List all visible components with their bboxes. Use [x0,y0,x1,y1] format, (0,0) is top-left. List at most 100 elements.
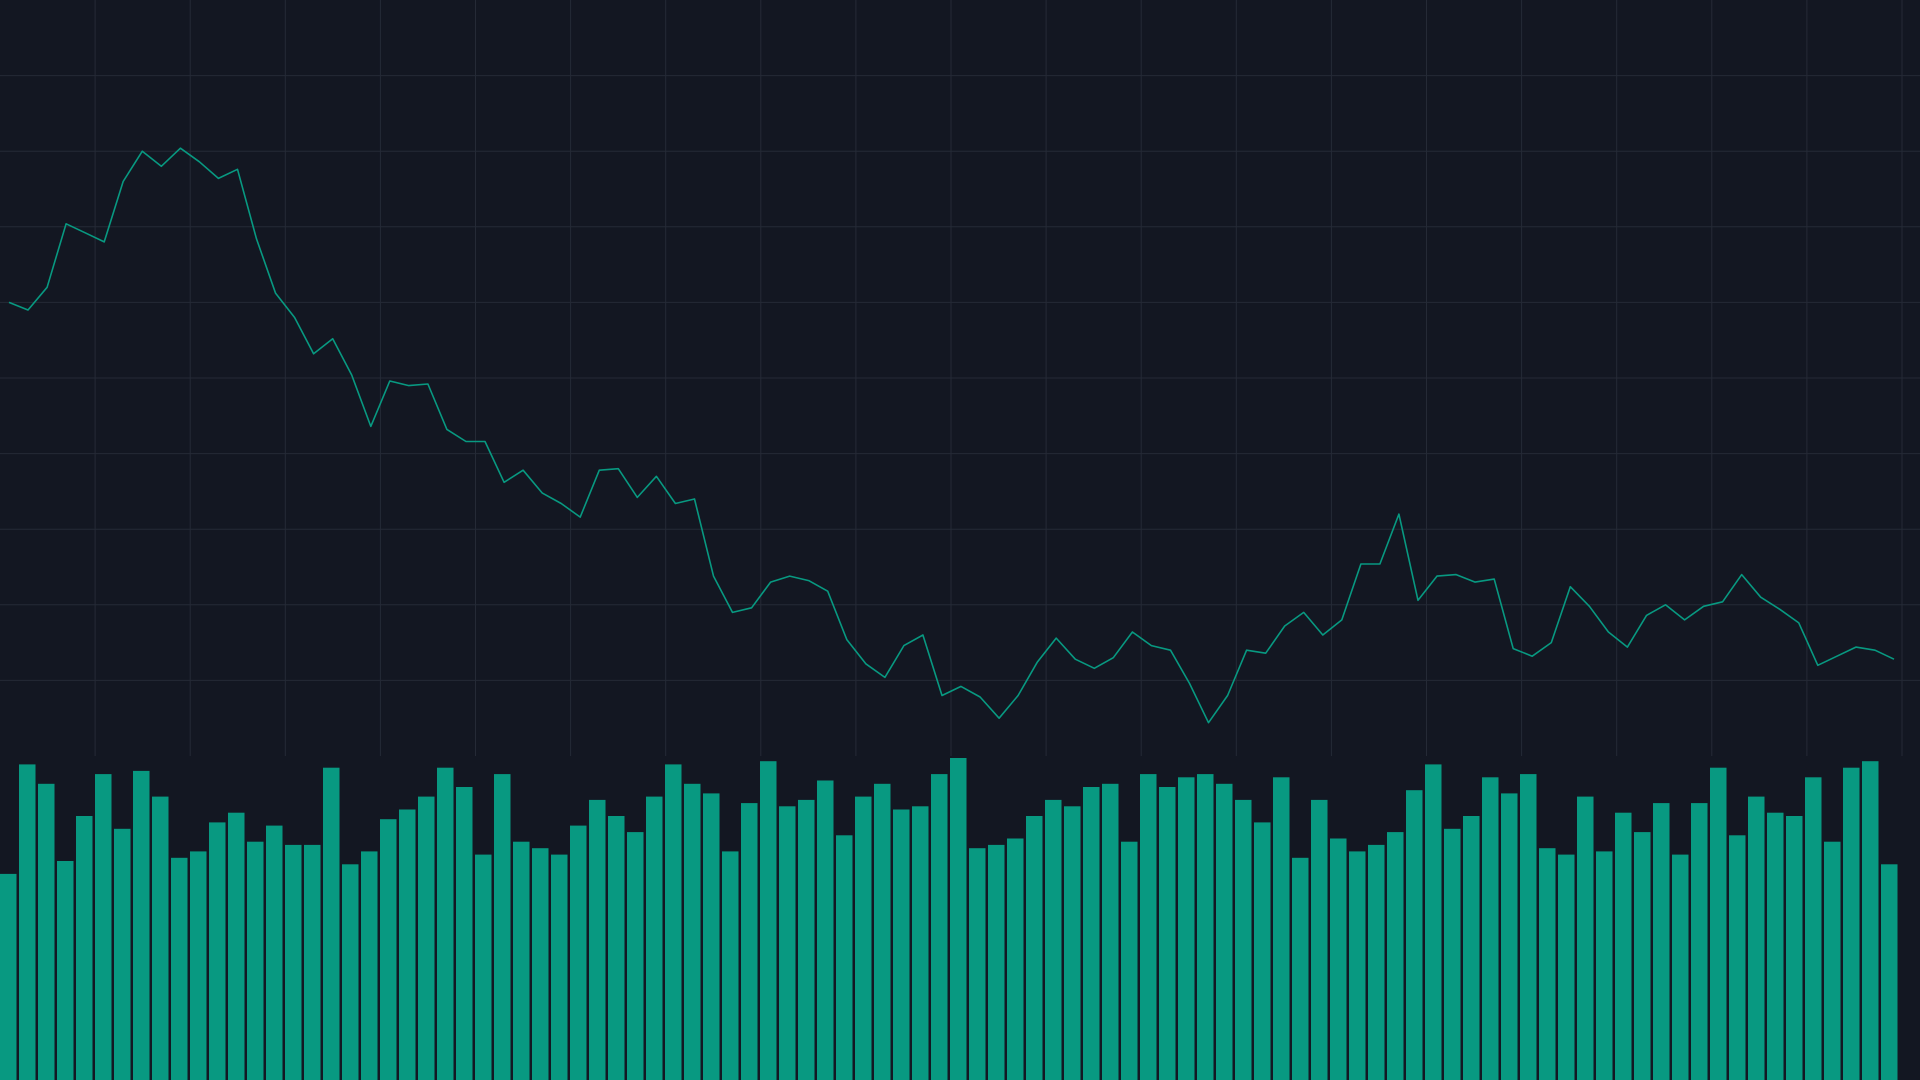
volume-bar [437,767,454,1080]
volume-bar [1026,816,1043,1080]
volume-bar [988,844,1005,1080]
volume-bar [1235,799,1252,1080]
volume-bar [874,783,891,1080]
volume-bar [684,783,701,1080]
volume-bar [38,783,55,1080]
volume-bar [361,851,378,1080]
volume-bar [1729,835,1746,1080]
volume-bar [323,767,340,1080]
volume-bar [1064,806,1081,1080]
volume-bar [532,848,549,1080]
volume-bar [418,796,435,1080]
volume-bar [1862,761,1879,1080]
volume-bar [1216,783,1233,1080]
volume-bar [1311,799,1328,1080]
volume-bar [114,828,131,1080]
price-line-group [8,147,1895,724]
volume-bar [19,764,36,1080]
volume-bar [1140,774,1157,1080]
volume-bar [95,774,112,1080]
volume-bar [1045,799,1062,1080]
volume-bar [304,844,321,1080]
volume-bar [513,841,530,1080]
volume-bars [0,758,1898,1080]
volume-bar [1596,851,1613,1080]
volume-bar [570,825,587,1080]
volume-bar [589,799,606,1080]
volume-bar [1577,796,1594,1080]
volume-bar [1691,803,1708,1080]
volume-bar [760,761,777,1080]
volume-bar [1824,841,1841,1080]
volume-bar [722,851,739,1080]
volume-bar [285,844,302,1080]
volume-bar [779,806,796,1080]
volume-bar [1425,764,1442,1080]
volume-bar [1368,844,1385,1080]
volume-bar [57,861,74,1080]
volume-bar [1159,787,1176,1080]
volume-bar [1710,767,1727,1080]
volume-bar [1197,774,1214,1080]
volume-bar [836,835,853,1080]
volume-bar [171,857,188,1080]
volume-bar [342,864,359,1080]
volume-bar [1387,832,1404,1080]
volume-bar [1558,854,1575,1080]
volume-bar [665,764,682,1080]
volume-bar [133,770,150,1080]
volume-bar [0,873,17,1080]
volume-bar [969,848,986,1080]
volume-bar [798,799,815,1080]
volume-bar [1406,790,1423,1080]
volume-bar [931,774,948,1080]
volume-bar [1539,848,1556,1080]
volume-bar [893,809,910,1080]
volume-bar [1672,854,1689,1080]
volume-bar [456,787,473,1080]
volume-bar [228,812,245,1080]
volume-bar [1178,777,1195,1080]
volume-bar [950,758,967,1080]
volume-bar [551,854,568,1080]
volume-bar [1349,851,1366,1080]
volume-bar [399,809,416,1080]
volume-bar [1254,822,1271,1080]
price-line [8,147,1895,724]
volume-bar [1463,816,1480,1080]
volume-bar [209,822,226,1080]
volume-bar [1083,787,1100,1080]
volume-bar [247,841,264,1080]
volume-bar [608,816,625,1080]
volume-bar [703,793,720,1080]
volume-bar [627,832,644,1080]
volume-bar [1843,767,1860,1080]
volume-bar [494,774,511,1080]
volume-bar [1881,864,1898,1080]
volume-bar [817,780,834,1080]
volume-bar [1805,777,1822,1080]
volume-bar [1007,838,1024,1080]
volume-bar [1444,828,1461,1080]
volume-bar [1330,838,1347,1080]
volume-bar [1786,816,1803,1080]
volume-bar [152,796,169,1080]
volume-bar [1482,777,1499,1080]
volume-bar [1292,857,1309,1080]
volume-bar [1767,812,1784,1080]
volume-bar [1121,841,1138,1080]
volume-bar [190,851,207,1080]
volume-bar [76,816,93,1080]
volume-bar [1520,774,1537,1080]
grid-lines [0,0,1920,756]
volume-bar [380,819,397,1080]
volume-bar [1748,796,1765,1080]
volume-bar [1634,832,1651,1080]
volume-bar [855,796,872,1080]
volume-bar [1501,793,1518,1080]
volume-bar [266,825,283,1080]
volume-bar [1615,812,1632,1080]
volume-bar [912,806,929,1080]
